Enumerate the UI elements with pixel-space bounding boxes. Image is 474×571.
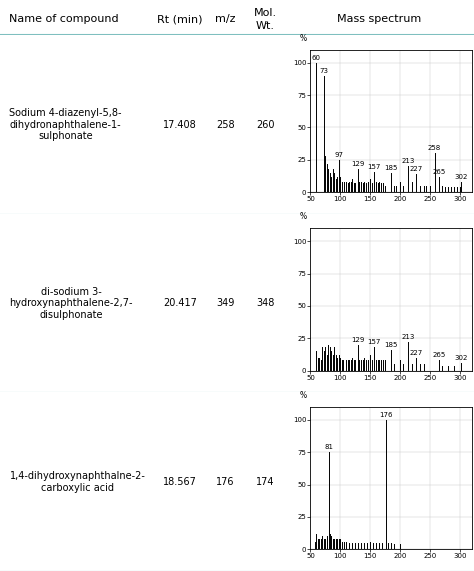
Text: 17.408: 17.408 (163, 120, 197, 130)
Text: 227: 227 (410, 166, 423, 172)
Text: %: % (299, 34, 306, 43)
Text: 258: 258 (216, 120, 235, 130)
Text: Sodium 4-diazenyl-5,8-
dihydronaphthalene-1-
sulphonate: Sodium 4-diazenyl-5,8- dihydronaphthalen… (9, 108, 122, 141)
Text: 97: 97 (334, 152, 343, 158)
Text: 302: 302 (454, 355, 467, 361)
Text: 157: 157 (368, 340, 381, 345)
Text: 129: 129 (351, 337, 365, 343)
Text: 302: 302 (454, 174, 467, 180)
Text: %: % (299, 391, 306, 400)
Text: 176: 176 (216, 477, 235, 486)
Text: 129: 129 (351, 161, 365, 167)
Text: 1,4-dihydroxynaphthalne-2-
carboxylic acid: 1,4-dihydroxynaphthalne-2- carboxylic ac… (9, 471, 146, 493)
Text: di-sodium 3-
hydroxynaphthalene-2,7-
disulphonate: di-sodium 3- hydroxynaphthalene-2,7- dis… (9, 287, 133, 320)
Text: Rt (min): Rt (min) (157, 14, 203, 25)
Text: 60: 60 (312, 55, 321, 61)
Text: 265: 265 (432, 169, 446, 175)
Text: 157: 157 (368, 163, 381, 170)
Text: Name of compound: Name of compound (9, 14, 119, 25)
Text: %: % (299, 212, 306, 221)
Text: 73: 73 (319, 67, 328, 74)
Text: 213: 213 (401, 334, 414, 340)
Text: 185: 185 (384, 165, 398, 171)
Text: 213: 213 (401, 158, 414, 164)
Text: 227: 227 (410, 350, 423, 356)
Text: 185: 185 (384, 342, 398, 348)
Text: 81: 81 (325, 444, 334, 450)
Text: m/z: m/z (215, 14, 236, 25)
Text: 18.567: 18.567 (163, 477, 197, 486)
Text: 260: 260 (256, 120, 275, 130)
Text: 174: 174 (256, 477, 275, 486)
Text: 265: 265 (432, 352, 446, 359)
Text: Mol.
Wt.: Mol. Wt. (254, 8, 277, 31)
Text: 20.417: 20.417 (163, 298, 197, 308)
Text: 176: 176 (379, 412, 392, 418)
Text: 258: 258 (428, 146, 441, 151)
Text: Mass spectrum: Mass spectrum (337, 14, 421, 25)
Text: 348: 348 (256, 298, 274, 308)
Text: 349: 349 (216, 298, 234, 308)
